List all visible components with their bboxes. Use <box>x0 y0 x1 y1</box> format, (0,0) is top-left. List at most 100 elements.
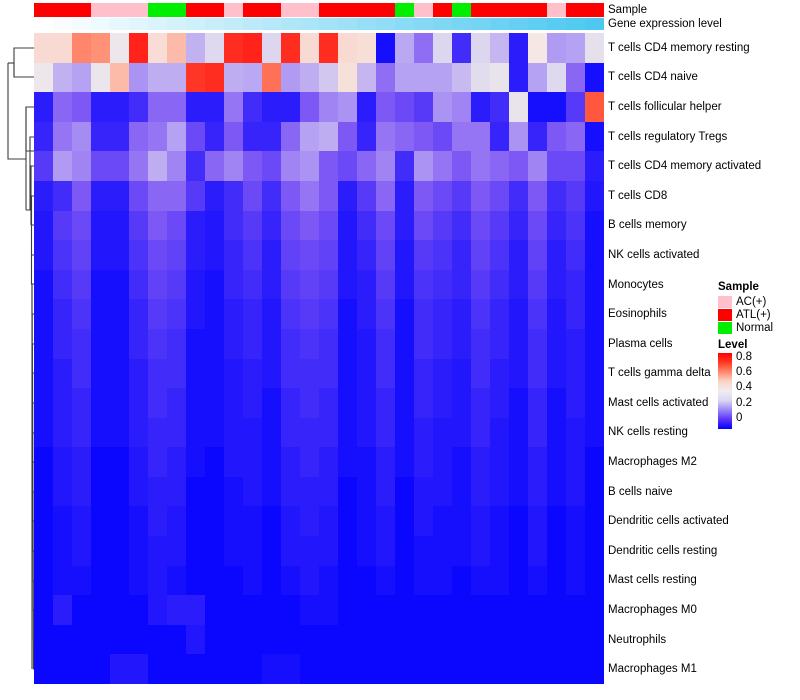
heatmap-cell <box>319 388 338 418</box>
heatmap-cell <box>528 269 547 300</box>
heatmap-cell <box>414 62 433 93</box>
heatmap-cell <box>509 121 528 152</box>
heatmap-cell <box>452 62 471 93</box>
heatmap-cell <box>319 654 338 684</box>
row-label: NK cells activated <box>608 248 700 261</box>
row-label: Dendritic cells activated <box>608 515 729 528</box>
heatmap-cell <box>357 180 376 211</box>
heatmap-cell <box>224 654 243 684</box>
heatmap-cell <box>243 151 262 181</box>
gene-expression-level-cell <box>281 18 300 30</box>
heatmap-cell <box>319 417 338 448</box>
heatmap-cell <box>300 151 319 181</box>
sample-annotation-cell <box>433 3 452 17</box>
heatmap-cell <box>376 328 395 359</box>
heatmap-cell <box>148 654 167 684</box>
sample-annotation-cell <box>509 3 528 17</box>
heatmap-cell <box>338 240 357 270</box>
heatmap-cell <box>72 33 91 63</box>
heatmap-cell <box>34 654 53 684</box>
heatmap-cell <box>53 121 72 152</box>
sample-legend-title: Sample <box>718 281 759 293</box>
heatmap-cell <box>186 121 205 152</box>
heatmap-cell <box>148 388 167 418</box>
heatmap-cell <box>471 33 490 63</box>
heatmap-cell <box>547 62 566 93</box>
sample-annotation-cell <box>452 3 471 17</box>
heatmap-cell <box>357 447 376 477</box>
heatmap-cell <box>395 388 414 418</box>
heatmap-cell <box>129 595 148 625</box>
gene-expression-level-cell <box>376 18 395 30</box>
heatmap-cell <box>566 210 585 241</box>
heatmap-cell <box>243 180 262 211</box>
heatmap-cell <box>53 151 72 181</box>
heatmap-cell <box>490 476 509 507</box>
heatmap-cell <box>224 328 243 359</box>
row-label: B cells memory <box>608 219 687 232</box>
heatmap-cell <box>281 269 300 300</box>
row-label: T cells regulatory Tregs <box>608 130 728 143</box>
heatmap-cell <box>148 358 167 389</box>
heatmap-cell <box>395 240 414 270</box>
heatmap-cell <box>110 180 129 211</box>
heatmap-cell <box>281 33 300 63</box>
heatmap-cell <box>471 210 490 241</box>
heatmap-cell <box>148 62 167 93</box>
heatmap-cell <box>338 328 357 359</box>
heatmap-cell <box>148 328 167 359</box>
heatmap-cell <box>167 565 186 596</box>
heatmap-cell <box>281 358 300 389</box>
heatmap-cell <box>53 92 72 122</box>
sample-annotation-cell <box>338 3 357 17</box>
heatmap-cell <box>205 210 224 241</box>
heatmap-cell <box>167 33 186 63</box>
heatmap-cell <box>547 536 566 566</box>
heatmap-cell <box>471 358 490 389</box>
heatmap-cell <box>376 92 395 122</box>
heatmap-cell <box>281 595 300 625</box>
gene-expression-level-cell <box>205 18 224 30</box>
heatmap-cell <box>53 299 72 329</box>
heatmap-cell <box>300 121 319 152</box>
heatmap-cell <box>566 476 585 507</box>
heatmap-cell <box>91 595 110 625</box>
heatmap-cell <box>243 121 262 152</box>
heatmap-cell <box>338 506 357 537</box>
heatmap-cell <box>414 417 433 448</box>
heatmap-cell <box>243 536 262 566</box>
heatmap-cell <box>72 476 91 507</box>
heatmap-cell <box>490 417 509 448</box>
heatmap-cell <box>34 33 53 63</box>
heatmap-cell <box>452 417 471 448</box>
heatmap-cell <box>281 388 300 418</box>
heatmap-cell <box>509 536 528 566</box>
heatmap-cell <box>243 388 262 418</box>
heatmap-cell <box>585 654 604 684</box>
heatmap-cell <box>338 151 357 181</box>
heatmap-cell <box>490 536 509 566</box>
heatmap-cell <box>414 180 433 211</box>
heatmap-cell <box>338 388 357 418</box>
heatmap-cell <box>205 269 224 300</box>
heatmap-cell <box>490 358 509 389</box>
heatmap-cell <box>205 388 224 418</box>
heatmap-cell <box>205 92 224 122</box>
heatmap-cell <box>490 92 509 122</box>
heatmap-cell <box>167 180 186 211</box>
heatmap-cell <box>148 476 167 507</box>
gene-expression-level-cell <box>243 18 262 30</box>
heatmap-cell <box>281 328 300 359</box>
heatmap-cell <box>148 506 167 537</box>
heatmap-cell <box>110 33 129 63</box>
heatmap-cell <box>395 269 414 300</box>
heatmap-cell <box>34 121 53 152</box>
sample-annotation-cell <box>243 3 262 17</box>
heatmap-cell <box>300 180 319 211</box>
heatmap-cell <box>186 62 205 93</box>
heatmap-cell <box>547 388 566 418</box>
heatmap-cell <box>72 299 91 329</box>
heatmap-cell <box>53 595 72 625</box>
heatmap-cell <box>433 180 452 211</box>
heatmap-cell <box>186 269 205 300</box>
